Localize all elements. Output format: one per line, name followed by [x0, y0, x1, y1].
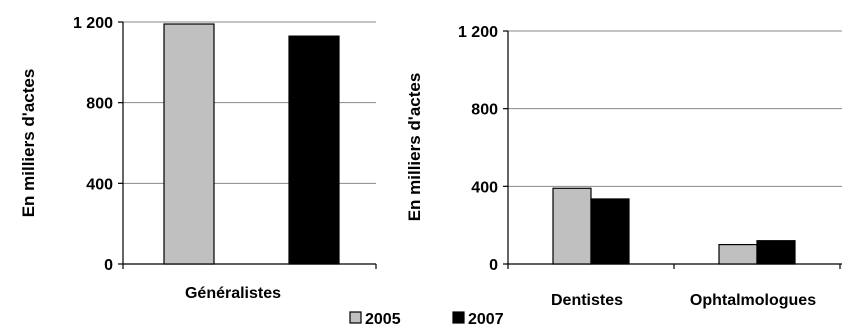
y-tick-label: 800	[471, 102, 498, 119]
y-tick-label: 1 200	[458, 24, 498, 41]
x-tick-label-dentistes: Dentistes	[551, 292, 623, 309]
legend-swatch-2007	[452, 311, 465, 324]
bar-generalistes-2007	[288, 35, 340, 265]
bar-ophtalmologues-2005	[718, 243, 758, 265]
x-tick-label-generalistes: Généralistes	[185, 285, 281, 302]
y-axis-label: En milliers d'actes	[19, 69, 38, 218]
x-tick-label-ophtalmologues: Ophtalmologues	[690, 292, 816, 309]
legend-label-2007: 2007	[468, 311, 504, 328]
y-tick-label: 0	[104, 257, 113, 274]
chart-generalistes: En milliers d'actes 0 400 800 1 200 Générali…	[19, 15, 377, 302]
y-axis-label: En milliers d'actes	[405, 73, 424, 222]
chart-specialistes: En milliers d'actes 0 400 800 1 200 Dentiste…	[405, 24, 842, 309]
legend: 2005 2007	[349, 311, 504, 328]
bar-dentistes-2007	[590, 198, 630, 265]
legend-label-2005: 2005	[365, 311, 401, 328]
y-tick-label: 800	[86, 96, 113, 113]
bar-generalistes-2005	[163, 23, 215, 265]
legend-swatch-2005	[349, 311, 362, 324]
bar-dentistes-2005	[552, 187, 592, 265]
y-tick-label: 400	[86, 176, 113, 193]
y-tick-label: 1 200	[73, 15, 113, 32]
y-tick-label: 0	[489, 257, 498, 274]
y-tick-label: 400	[471, 179, 498, 196]
bar-ophtalmologues-2007	[756, 240, 796, 265]
